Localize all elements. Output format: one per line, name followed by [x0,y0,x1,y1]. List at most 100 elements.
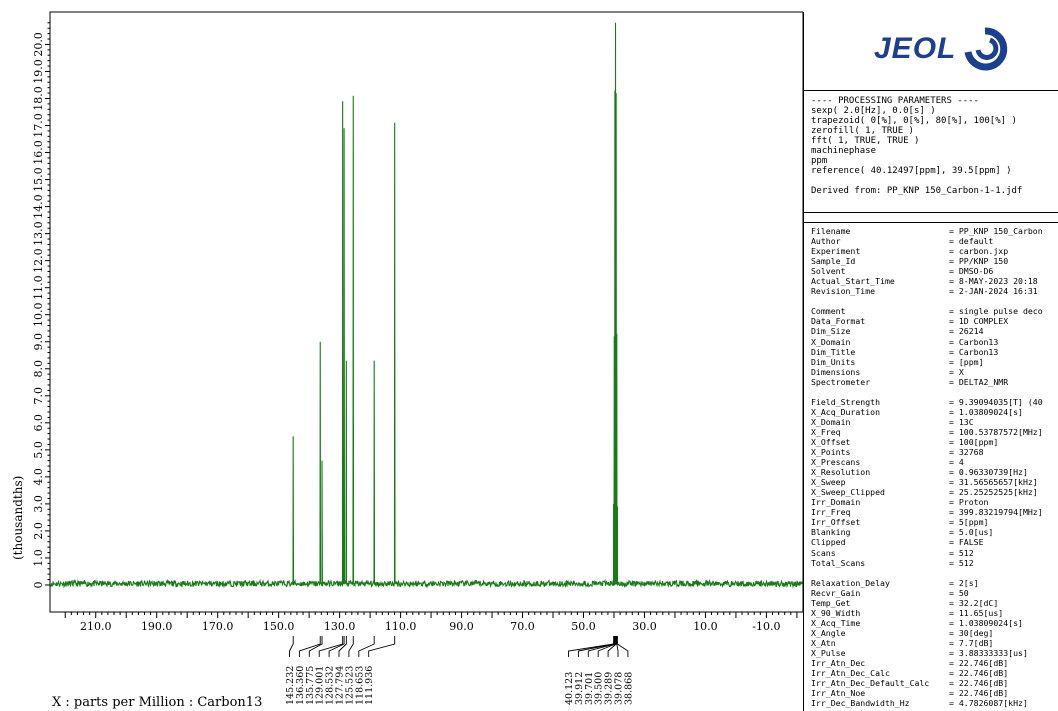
parameter-value: = X [949,366,964,377]
peak-label: 118.653 [354,666,365,705]
parameter-key: X_Domain [811,336,851,347]
parameter-row: X_Domain = Carbon13 [811,337,1058,347]
parameter-row [811,568,1058,578]
processing-line: ppm [811,156,828,166]
parameter-value: = 22.746[dB] [949,678,1009,689]
peak-leader-line [338,636,347,657]
parameter-value: = 50 [949,587,969,598]
parameter-row: X_Atn = 7.7[dB] [811,638,1058,648]
peak-label: 129.001 [315,666,326,705]
processing-line: trapezoid( 0[%], 0[%], 80[%], 100[%] ) [811,116,1017,126]
parameter-row: Data_Format = 1D COMPLEX [811,316,1058,326]
parameter-value: = 100[ppm] [949,436,999,447]
y-tick-label: 6.0 [32,414,45,432]
peak-label: 128.532 [325,666,336,705]
parameter-row: X_Domain = 13C [811,417,1058,427]
parameter-row: X_Acq_Duration = 1.03809024[s] [811,407,1058,417]
processing-line: zerofill( 1, TRUE ) [811,126,914,136]
parameter-row: X_Prescans = 4 [811,457,1058,467]
parameter-value: = 2-JAN-2024 16:31 [949,286,1038,297]
parameter-key: Clipped [811,537,846,548]
parameter-row: X_Sweep = 31.56565657[kHz] [811,477,1058,487]
parameter-value: = 4.7826087[kHz] [949,698,1028,709]
x-tick-label: 90.0 [449,620,474,633]
parameter-row: X_90_Width = 11.65[us] [811,608,1058,618]
parameter-row: Relaxation_Delay = 2[s] [811,578,1058,588]
peak-labels: 145.232136.360135.775129.001128.532127.7… [285,636,634,705]
parameter-key: X_Prescans [811,457,861,468]
parameter-key: Irr_Atn_Dec [811,658,866,669]
parameter-key: Field_Strength [811,396,881,407]
parameter-value: = 1D COMPLEX [949,316,1009,327]
parameter-value: = 22.746[dB] [949,668,1009,679]
peak-leader-line [289,636,294,657]
parameter-row: Actual_Start_Time = 8-MAY-2023 20:18 [811,276,1058,286]
parameter-value: = PP_KNP 150_Carbon [949,226,1043,236]
peak-leader-line [616,636,619,657]
parameter-row: Irr_Atn_Dec_Default_Calc = 22.746[dB] [811,678,1058,688]
peak-label: 125.523 [344,666,355,705]
parameter-row: Experiment = carbon.jxp [811,246,1058,256]
peak-label: 127.794 [335,666,346,705]
x-tick-label: 150.0 [263,620,295,633]
parameter-row: Filename = PP_KNP 150_Carbon [811,226,1058,236]
peak-leader-line [607,636,617,657]
parameter-value: = 512 [949,547,974,558]
x-tick-label: 50.0 [571,620,596,633]
peak-label: 145.232 [285,666,296,705]
spectrum-plot: 0 1.0 2.0 3.0 4.0 5.0 6.0 7.0 8.0 9.0 10.0 11.0 12.0… [11,11,803,705]
parameter-key: X_Freq [811,426,841,437]
parameter-value: = 399.83219794[MHz] [949,507,1043,518]
plot-frame [49,11,803,613]
parameter-value: = carbon.jxp [949,246,1009,257]
x-tick-label: -10.0 [752,620,780,633]
parameter-row: Dimensions = X [811,367,1058,377]
parameter-value: = 25.25252525[kHz] [949,487,1038,498]
parameter-key: X_Resolution [811,467,871,478]
divider [804,222,1058,223]
x-tick-label: 10.0 [693,620,718,633]
y-tick-label: 0 [32,581,45,588]
parameter-key: Temp_Get [811,597,851,608]
peak-label: 39.289 [604,672,615,705]
processing-parameters: ---- PROCESSING PARAMETERS ---- sexp( 2.0… [811,96,1058,196]
parameter-row: Irr_Atn_Noe = 22.746[dB] [811,688,1058,698]
x-axis: 210.0 190.0 170.0 150.0 130.0 110.0 90.0 70.0 50… [64,612,798,633]
parameter-key: Irr_Dec_Bandwidth_Hz [811,698,910,709]
parameter-value: = 100.53787572[MHz] [949,426,1043,437]
parameter-value: = 31.56565657[kHz] [949,477,1038,488]
parameter-value: = Proton [949,497,989,508]
parameter-key: Sample_Id [811,256,856,267]
parameter-row: X_Points = 32768 [811,447,1058,457]
parameter-row: Irr_Atn_Dec_Calc = 22.746[dB] [811,668,1058,678]
parameter-key: Blanking [811,527,851,538]
parameter-value: = 13C [949,416,974,427]
parameter-row: Field_Strength = 9.39094035[T] (40 [811,397,1058,407]
parameter-value: = 9.39094035[T] (40 [949,396,1043,407]
parameter-key: X_Acq_Time [811,617,861,628]
parameter-key: Irr_Domain [811,497,861,508]
y-axis-title: (thousandths) [11,476,25,560]
x-tick-label: 190.0 [141,620,173,633]
parameter-row [811,296,1058,306]
parameter-row: Dim_Title = Carbon13 [811,347,1058,357]
y-tick-label: 12.0 [32,248,45,273]
peak-leader-line [348,636,354,657]
x-tick-label: 130.0 [324,620,356,633]
parameter-value: = PP/KNP 150 [949,256,1009,267]
peak-label: 39.500 [594,672,605,705]
peak-leader-line [368,636,396,657]
y-tick-label: 13.0 [32,221,45,246]
parameter-key: Irr_Atn_Noe [811,688,866,699]
y-tick-label: 16.0 [32,140,45,165]
parameter-key: Actual_Start_Time [811,276,895,287]
parameter-key: Filename [811,226,851,236]
parameter-key: Dim_Title [811,346,856,357]
parameter-value: = 22.746[dB] [949,658,1009,669]
parameter-value: = 3.88333333[us] [949,647,1028,658]
parameter-value: = 2[s] [949,577,979,588]
parameter-key: X_Sweep [811,477,846,488]
y-tick-label: 2.0 [32,522,45,540]
parameter-key: Revision_Time [811,286,876,297]
parameter-value: = [ppm] [949,356,984,367]
